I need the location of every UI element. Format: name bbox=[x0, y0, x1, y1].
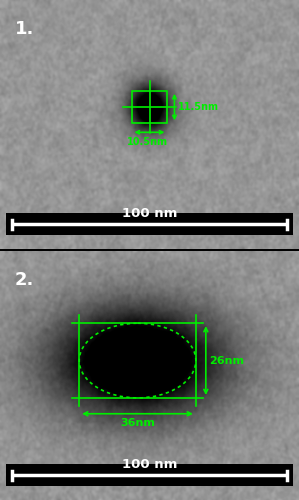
Text: 10.5nm: 10.5nm bbox=[127, 137, 168, 147]
Bar bbox=[6, 464, 293, 486]
Text: 26nm: 26nm bbox=[209, 356, 244, 366]
Text: 36nm: 36nm bbox=[120, 418, 155, 428]
Bar bbox=[132, 91, 167, 124]
Bar bbox=[6, 213, 293, 236]
Bar bbox=[79, 323, 196, 398]
Text: 1.: 1. bbox=[15, 20, 34, 38]
Text: 2.: 2. bbox=[15, 271, 34, 289]
Text: 11.5nm: 11.5nm bbox=[177, 102, 219, 112]
Text: 100 nm: 100 nm bbox=[122, 458, 177, 470]
Text: 100 nm: 100 nm bbox=[122, 206, 177, 220]
